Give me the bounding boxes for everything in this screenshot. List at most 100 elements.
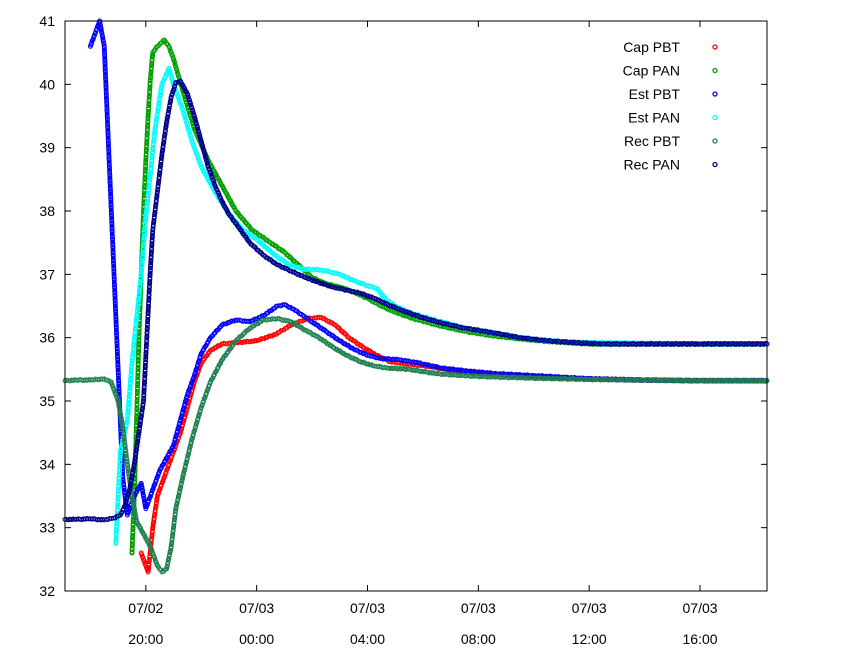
data-point [116, 386, 122, 392]
data-point [102, 50, 107, 55]
data-point [115, 362, 121, 368]
y-tick-label: 40 [39, 76, 55, 92]
data-point [116, 401, 122, 407]
legend-marker [712, 67, 718, 74]
data-point [109, 218, 115, 224]
data-point [372, 285, 378, 291]
x-tick-date-label: 07/03 [683, 600, 718, 616]
data-point [111, 258, 116, 264]
data-point [106, 143, 111, 149]
data-point [175, 72, 181, 78]
data-point [114, 330, 119, 336]
data-point [104, 114, 110, 119]
data-point [98, 23, 103, 28]
data-point [121, 437, 127, 443]
data-point [116, 375, 121, 381]
data-point [109, 234, 115, 240]
data-point [150, 229, 156, 235]
data-point [151, 48, 157, 54]
data-point [112, 290, 118, 296]
data-point [188, 133, 194, 139]
legend-label: Est PAN [628, 110, 680, 126]
data-point [108, 207, 114, 213]
data-point [140, 490, 146, 496]
data-point [120, 428, 126, 434]
data-point [106, 154, 112, 160]
data-point [105, 138, 111, 143]
data-point [107, 183, 113, 189]
data-point [106, 146, 112, 151]
data-point [108, 191, 114, 197]
data-point [167, 70, 173, 76]
data-point [196, 129, 202, 135]
data-point [115, 367, 121, 373]
data-point [112, 303, 118, 309]
data-point [116, 404, 122, 410]
series-layer [62, 18, 770, 575]
data-point [111, 386, 117, 392]
data-point [120, 423, 126, 429]
data-point [104, 95, 109, 101]
data-point [152, 554, 157, 560]
data-point [109, 226, 115, 232]
data-point [116, 378, 122, 384]
data-point [103, 82, 109, 87]
data-point [201, 148, 207, 154]
data-point [185, 125, 191, 131]
data-point [102, 66, 108, 71]
legend-marker [712, 114, 718, 121]
data-point [102, 58, 108, 63]
data-point [143, 214, 149, 220]
data-point [111, 266, 117, 272]
data-point [173, 64, 179, 70]
data-point [110, 239, 116, 245]
data-point [192, 146, 198, 152]
data-point [107, 186, 113, 192]
data-point [174, 69, 180, 75]
data-point [131, 461, 137, 467]
data-point [182, 115, 188, 121]
x-tick-date-label: 07/03 [350, 600, 385, 616]
data-point [105, 122, 111, 127]
x-tick-time-label: 12:00 [572, 631, 607, 647]
data-point [108, 210, 114, 216]
y-tick-label: 39 [39, 140, 55, 156]
data-point [168, 73, 174, 79]
data-point [136, 337, 142, 342]
data-point [113, 306, 118, 312]
data-point [105, 135, 111, 141]
y-tick-label: 41 [39, 13, 55, 29]
data-point [109, 223, 115, 229]
series-rec-pbt [62, 316, 770, 575]
legend-label: Cap PAN [623, 63, 680, 79]
data-point [111, 279, 117, 285]
data-point [112, 295, 118, 301]
data-point [125, 468, 131, 474]
x-tick-time-label: 20:00 [128, 631, 163, 647]
legend-marker [712, 161, 718, 168]
data-point [101, 41, 107, 47]
data-point [141, 557, 147, 563]
legend-marker [712, 91, 718, 97]
data-point [203, 156, 209, 161]
data-point [116, 383, 122, 389]
data-point [141, 493, 146, 499]
data-point [115, 359, 121, 365]
y-tick-label: 34 [39, 456, 55, 472]
data-point [104, 103, 110, 109]
data-point [181, 110, 187, 116]
data-point [122, 440, 128, 446]
data-point [102, 63, 108, 68]
data-point [110, 242, 116, 248]
y-tick-label: 32 [39, 583, 55, 599]
y-tick-label: 37 [39, 266, 55, 282]
data-point [183, 118, 189, 123]
data-point [109, 215, 115, 221]
x-axis: 07/02 20:00 07/03 00:00 07/03 04:00 07/03 08:00… [128, 21, 718, 647]
data-point [102, 71, 108, 77]
data-point [139, 482, 144, 488]
data-point [187, 130, 193, 136]
data-point [159, 83, 165, 89]
data-point [124, 456, 130, 462]
